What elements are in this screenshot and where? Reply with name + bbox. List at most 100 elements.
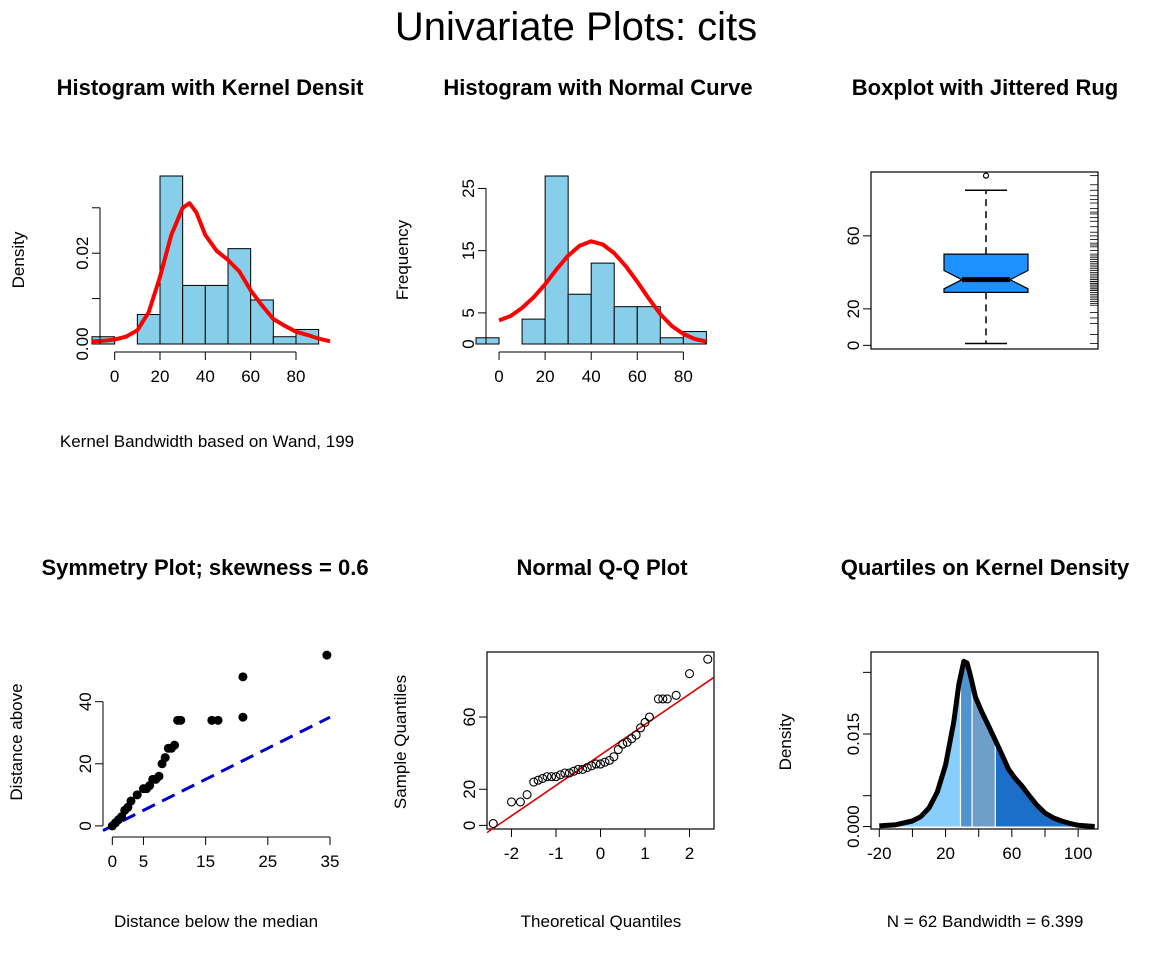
y-tick-label: 60 (844, 226, 863, 245)
histogram-bar (475, 337, 500, 345)
y-axis-label: Sample Quantiles (391, 675, 410, 809)
qq-point (551, 772, 561, 782)
y-tick-label: 40 (76, 692, 95, 711)
symmetry-point (160, 753, 170, 763)
y-tick-label: 20 (844, 299, 863, 318)
panel-title: Histogram with Kernel Densit (57, 75, 365, 100)
x-axis-label: N = 62 Bandwidth = 6.399 (887, 912, 1084, 931)
panel-title: Histogram with Normal Curve (443, 75, 752, 100)
qq-point (591, 759, 601, 769)
x-tick-label: 0 (108, 852, 117, 871)
kernel-density-curve (91, 201, 331, 344)
y-tick-label: 20 (76, 754, 95, 773)
qq-point (703, 654, 713, 664)
symmetry-point (170, 740, 180, 750)
symmetry-point (238, 672, 248, 682)
x-tick-label: -2 (504, 844, 519, 863)
qq-point (573, 764, 583, 774)
x-tick-label: 0 (110, 367, 119, 386)
qq-point (662, 694, 672, 704)
quartile-region (960, 661, 973, 827)
x-tick-label: 2 (685, 844, 694, 863)
histogram-bar (204, 284, 229, 345)
qq-reference-line (486, 676, 715, 834)
panel-quartiles-kernel-density: Quartiles on Kernel Density N = 62 Bandw… (776, 555, 1130, 931)
qq-point (613, 744, 623, 755)
x-axis-label: Theoretical Quantiles (521, 912, 682, 931)
symmetry-point (213, 715, 223, 725)
x-tick-label: 60 (628, 367, 647, 386)
panel-title: Quartiles on Kernel Density (841, 555, 1130, 580)
qq-point (564, 768, 574, 778)
kernel-density-curve (879, 658, 1095, 829)
panel-histogram-normal-curve: Histogram with Normal Curve Frequency 0 2… (393, 75, 753, 386)
qq-point (542, 772, 552, 782)
histogram-bar (567, 293, 592, 345)
histogram-bar (227, 248, 252, 345)
panel-histogram-kernel-density: Histogram with Kernel Densit Kernel Band… (9, 75, 364, 451)
page-title: Univariate Plots: cits (395, 5, 757, 49)
qq-point (533, 775, 543, 785)
x-axis-label: Distance below the median (114, 912, 318, 931)
panel-title: Normal Q-Q Plot (516, 555, 688, 580)
qq-point (658, 694, 668, 704)
qq-point (555, 770, 565, 780)
symmetry-reference-line (102, 715, 331, 832)
x-tick-label: 100 (1064, 844, 1092, 863)
histogram-bar (636, 306, 661, 345)
x-tick-label: 40 (582, 367, 601, 386)
normal-curve (498, 239, 707, 344)
x-tick-label: -20 (867, 844, 892, 863)
qq-point (636, 723, 646, 733)
qq-point (582, 763, 592, 773)
qq-point (609, 752, 619, 762)
panel-symmetry-plot: Symmetry Plot; skewness = 0.6 Distance b… (7, 555, 369, 931)
y-axis-label: Frequency (393, 219, 412, 300)
histogram-bar (659, 337, 684, 345)
x-tick-label: 60 (241, 367, 260, 386)
quartile-region (995, 740, 1095, 827)
histogram-bar (272, 336, 297, 345)
qq-point (671, 690, 681, 700)
symmetry-point (238, 712, 248, 722)
qq-point (578, 764, 588, 774)
qq-point (684, 669, 695, 679)
y-tick-label: 0.02 (73, 237, 92, 270)
x-tick-label: 15 (196, 852, 215, 871)
y-axis-label: Distance above (7, 683, 26, 800)
histogram-bar (182, 284, 206, 345)
outlier-point (982, 172, 990, 179)
x-tick-label: 5 (139, 852, 148, 871)
quartile-region (972, 682, 996, 827)
y-tick-label: 0.000 (844, 805, 863, 848)
symmetry-point (322, 650, 332, 660)
y-tick-label: 0.00 (73, 327, 92, 360)
x-tick-label: -1 (548, 844, 563, 863)
x-tick-label: 80 (674, 367, 693, 386)
y-axis-label: Density (9, 231, 28, 288)
x-tick-label: 80 (287, 367, 306, 386)
symmetry-point (154, 771, 164, 781)
y-tick-label: 20 (460, 780, 479, 799)
qq-point (560, 768, 570, 778)
qq-point (506, 797, 517, 807)
panel-title: Boxplot with Jittered Rug (852, 75, 1118, 100)
y-tick-label: 5 (459, 308, 478, 317)
y-axis-label: Density (776, 713, 795, 770)
qq-point (538, 773, 548, 783)
qq-point (653, 694, 663, 704)
y-tick-label: 25 (459, 179, 478, 198)
symmetry-point (132, 790, 142, 800)
histogram-bar (136, 313, 161, 345)
x-axis-label: Kernel Bandwidth based on Wand, 199 (60, 432, 354, 451)
qq-point (546, 772, 557, 782)
qq-point (640, 717, 650, 727)
qq-point (529, 777, 539, 787)
panel-title: Symmetry Plot; skewness = 0.6 (41, 555, 368, 580)
x-tick-label: 20 (151, 367, 170, 386)
qq-point (618, 739, 628, 749)
qq-point (515, 797, 525, 807)
histogram-bar (590, 262, 615, 345)
panel-normal-qq-plot: Normal Q-Q Plot Theoretical Quantiles Sa… (391, 555, 715, 931)
